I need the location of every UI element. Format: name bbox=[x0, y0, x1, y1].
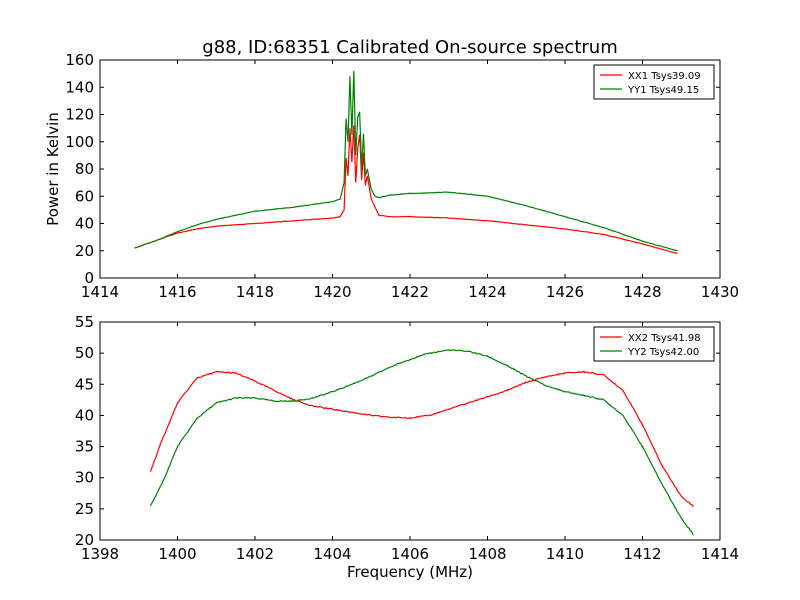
x-tick-label: 1408 bbox=[468, 545, 506, 563]
y-tick-label: 40 bbox=[75, 215, 94, 233]
legend-box bbox=[593, 64, 715, 100]
y-tick-label: 25 bbox=[75, 500, 94, 518]
y-tick-label: 120 bbox=[65, 106, 94, 124]
x-tick-label: 1428 bbox=[623, 283, 661, 301]
legend: XX1 Tsys39.09 YY1 Tsys49.15 bbox=[593, 64, 715, 100]
x-tick-label: 1414 bbox=[701, 545, 739, 563]
y-tick-label: 40 bbox=[75, 406, 94, 424]
y-tick-label: 140 bbox=[65, 78, 94, 96]
x-tick-label: 1398 bbox=[81, 545, 119, 563]
x-tick-label: 1426 bbox=[546, 283, 584, 301]
bottom-spectrum-panel: 1398 1400 1402 1404 1406 1408 1410 1412 1414 20 25… bbox=[75, 313, 739, 581]
x-tick-label: 1404 bbox=[313, 545, 351, 563]
y-tick-label: 50 bbox=[75, 344, 94, 362]
x-axis-label: Frequency (MHz) bbox=[347, 563, 473, 581]
legend-label: XX2 Tsys41.98 bbox=[628, 333, 701, 344]
x-tick-label: 1410 bbox=[546, 545, 584, 563]
x-tick-label: 1400 bbox=[158, 545, 196, 563]
y-tick-label: 35 bbox=[75, 438, 94, 456]
legend-label: YY1 Tsys49.15 bbox=[627, 85, 699, 96]
legend: XX2 Tsys41.98 YY2 Tsys42.00 bbox=[593, 326, 715, 362]
y-tick-label: 55 bbox=[75, 313, 94, 331]
figure-title: g88, ID:68351 Calibrated On-source spect… bbox=[202, 37, 617, 58]
series-line-yy bbox=[134, 70, 678, 252]
legend-label: YY2 Tsys42.00 bbox=[627, 347, 699, 358]
x-tick-label: 1406 bbox=[391, 545, 429, 563]
x-tick-label: 1412 bbox=[623, 545, 661, 563]
series-line-yy bbox=[149, 349, 694, 537]
x-tick-label: 1402 bbox=[236, 545, 274, 563]
y-tick-label: 60 bbox=[75, 187, 94, 205]
y-tick-label: 100 bbox=[65, 133, 94, 151]
series-line-xx bbox=[149, 370, 694, 508]
y-tick-label: 0 bbox=[84, 269, 94, 287]
x-tick-label: 1418 bbox=[236, 283, 274, 301]
y-axis-label: Power in Kelvin bbox=[44, 112, 62, 226]
legend-label: XX1 Tsys39.09 bbox=[628, 71, 701, 82]
y-tick-label: 30 bbox=[75, 469, 94, 487]
y-tick-label: 80 bbox=[75, 160, 94, 178]
y-tick-label: 160 bbox=[65, 51, 94, 69]
legend-box bbox=[593, 326, 715, 362]
y-tick-label: 20 bbox=[75, 531, 94, 549]
y-tick-label: 20 bbox=[75, 242, 94, 260]
x-tick-label: 1424 bbox=[468, 283, 506, 301]
x-tick-label: 1430 bbox=[701, 283, 739, 301]
top-spectrum-panel: 1414 1416 1418 1420 1422 1424 1426 1428 1430 0 20 4… bbox=[44, 51, 739, 301]
x-tick-label: 1422 bbox=[391, 283, 429, 301]
x-tick-label: 1416 bbox=[158, 283, 196, 301]
x-tick-label: 1420 bbox=[313, 283, 351, 301]
series-line-xx bbox=[134, 125, 678, 255]
y-tick-label: 45 bbox=[75, 375, 94, 393]
x-tick-label: 1414 bbox=[81, 283, 119, 301]
